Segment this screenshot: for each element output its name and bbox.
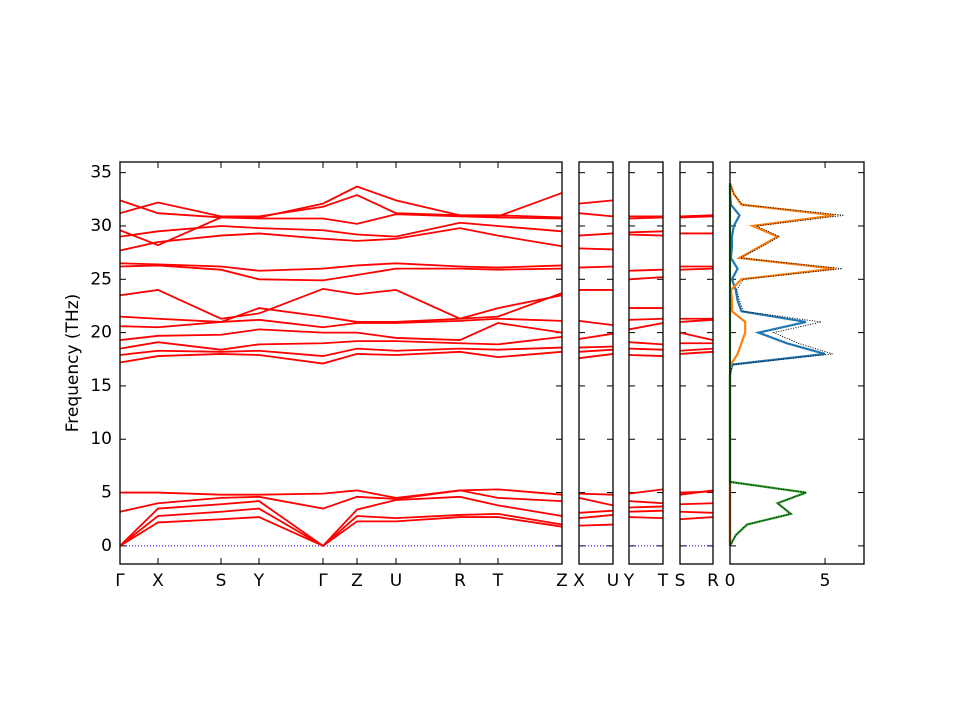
band-line	[578, 265, 614, 269]
band-line	[119, 262, 563, 272]
x-tick-label: T	[657, 571, 669, 591]
band-line	[679, 347, 714, 352]
band-line	[679, 490, 714, 494]
band-line	[578, 514, 614, 520]
band-line	[578, 232, 614, 237]
x-tick-label: S	[216, 571, 227, 591]
x-tick-label: Y	[253, 571, 265, 591]
band-line	[628, 216, 664, 220]
band-line	[679, 318, 714, 323]
band-line	[679, 350, 714, 355]
band-line	[628, 233, 664, 237]
band-line	[119, 350, 563, 365]
y-tick-label: 25	[90, 269, 112, 289]
y-tick-label: 35	[90, 163, 112, 183]
y-axis-label: Frequency (THz)	[63, 294, 83, 433]
x-tick-label: 5	[820, 571, 831, 591]
x-tick-label: X	[152, 571, 164, 591]
band-line	[628, 230, 664, 234]
band-line	[119, 335, 563, 351]
band-line	[679, 215, 714, 219]
band-line	[578, 332, 614, 340]
band-line	[578, 348, 614, 353]
band-line	[120, 488, 563, 499]
band-line	[578, 345, 614, 349]
x-tick-label: S	[675, 571, 686, 591]
band-line	[119, 213, 563, 247]
band-line	[628, 276, 664, 281]
y-tick-label: 20	[90, 323, 112, 343]
band-line	[628, 505, 664, 509]
band-line	[578, 523, 614, 527]
band-line	[628, 322, 664, 331]
band-line	[628, 317, 664, 321]
y-tick-label: 30	[90, 216, 112, 236]
panel-frame	[578, 161, 614, 565]
band-line	[119, 489, 563, 513]
band-line	[628, 341, 664, 346]
band-line	[119, 294, 563, 323]
band-line	[679, 510, 714, 514]
band-line	[679, 331, 714, 341]
panel-frame	[119, 161, 563, 565]
y-tick-label: 10	[90, 429, 112, 449]
band-line	[578, 497, 614, 507]
band-line	[679, 516, 714, 521]
band-line	[628, 509, 664, 513]
x-tick-label: U	[607, 571, 619, 591]
x-tick-label: R	[707, 571, 719, 591]
x-tick-label: T	[492, 571, 504, 591]
x-tick-label: Z	[351, 571, 363, 591]
band-line	[119, 287, 563, 320]
band-line	[119, 322, 563, 341]
band-line	[119, 185, 563, 219]
band-line	[119, 495, 563, 548]
x-tick-label: R	[454, 571, 466, 591]
band-line	[628, 516, 664, 520]
band-line	[679, 214, 714, 218]
band-line	[119, 317, 563, 329]
panel-frame	[729, 161, 865, 565]
x-tick-label: U	[390, 571, 402, 591]
band-line	[628, 268, 664, 272]
dos-line	[728, 182, 835, 546]
band-line	[578, 247, 614, 251]
band-line	[119, 516, 563, 547]
band-line	[578, 199, 614, 205]
x-tick-label: Γ	[115, 571, 125, 591]
y-tick-label: 15	[90, 376, 112, 396]
x-tick-label: X	[573, 571, 585, 591]
x-tick-label: 0	[725, 571, 736, 591]
band-line	[119, 264, 563, 282]
band-line	[628, 488, 664, 495]
band-line	[578, 319, 614, 327]
band-line	[578, 212, 614, 218]
panel-frame	[628, 161, 664, 565]
band-line	[119, 346, 563, 357]
band-line	[628, 347, 664, 351]
dos-line	[729, 183, 845, 547]
band-line	[628, 354, 664, 357]
band-line	[119, 227, 563, 252]
y-tick-label: 5	[101, 483, 112, 503]
band-line	[578, 353, 614, 360]
band-line	[578, 492, 614, 496]
x-tick-label: Y	[623, 571, 635, 591]
x-tick-label: Z	[556, 571, 568, 591]
band-line	[119, 221, 563, 238]
band-line	[119, 194, 563, 219]
band-line	[578, 509, 614, 514]
band-line	[628, 500, 664, 505]
x-tick-label: Γ	[318, 571, 328, 591]
band-line	[119, 507, 563, 547]
panel-frame	[679, 161, 714, 565]
band-line	[679, 267, 714, 271]
band-line	[679, 502, 714, 506]
y-tick-label: 0	[101, 536, 112, 556]
